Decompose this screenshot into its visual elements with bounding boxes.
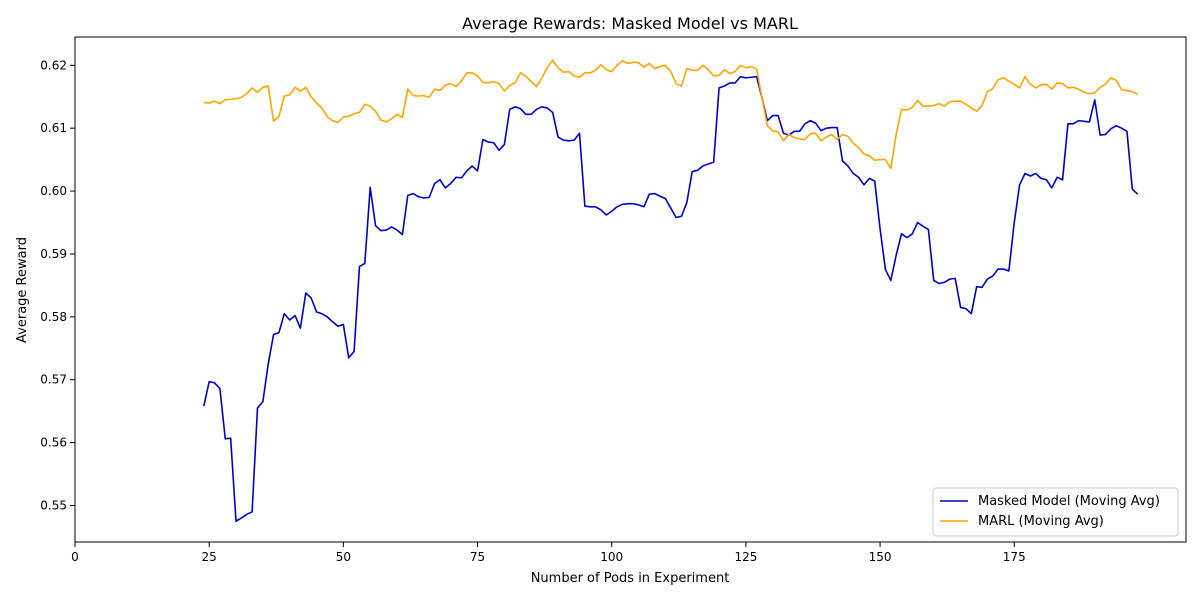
y-tick-label: 0.55: [40, 499, 67, 513]
legend-label-masked-model: Masked Model (Moving Avg): [978, 494, 1160, 509]
y-tick-label: 0.62: [40, 58, 67, 72]
chart-title: Average Rewards: Masked Model vs MARL: [462, 14, 798, 33]
series-line-marl: [203, 59, 1139, 170]
legend: Masked Model (Moving Avg) MARL (Moving A…: [932, 487, 1179, 537]
y-tick-label: 0.60: [40, 184, 67, 198]
legend-label-marl: MARL (Moving Avg): [978, 514, 1104, 529]
x-tick-label: 125: [734, 550, 757, 564]
x-tick-label: 75: [470, 550, 485, 564]
x-tick-label: 25: [202, 550, 217, 564]
series-lines: [203, 59, 1139, 523]
x-tick-label: 100: [600, 550, 623, 564]
plot-area: [74, 36, 1187, 543]
x-axis: 0 25 50 75 100 125 150 175: [71, 542, 1026, 564]
y-axis-label: Average Reward: [15, 237, 30, 343]
x-tick-label: 0: [71, 550, 79, 564]
x-axis-label: Number of Pods in Experiment: [531, 571, 730, 586]
y-tick-label: 0.59: [40, 247, 67, 261]
x-tick-label: 175: [1003, 550, 1026, 564]
y-axis: 0.55 0.56 0.57 0.58 0.59 0.60 0.61 0.62: [40, 58, 75, 513]
legend-box: [932, 487, 1179, 537]
y-tick-label: 0.57: [40, 373, 67, 387]
y-tick-label: 0.56: [40, 436, 67, 450]
y-tick-label: 0.61: [40, 121, 67, 135]
x-tick-label: 50: [336, 550, 351, 564]
series-line-masked-model: [203, 75, 1139, 523]
x-tick-label: 150: [869, 550, 892, 564]
y-tick-label: 0.58: [40, 310, 67, 324]
